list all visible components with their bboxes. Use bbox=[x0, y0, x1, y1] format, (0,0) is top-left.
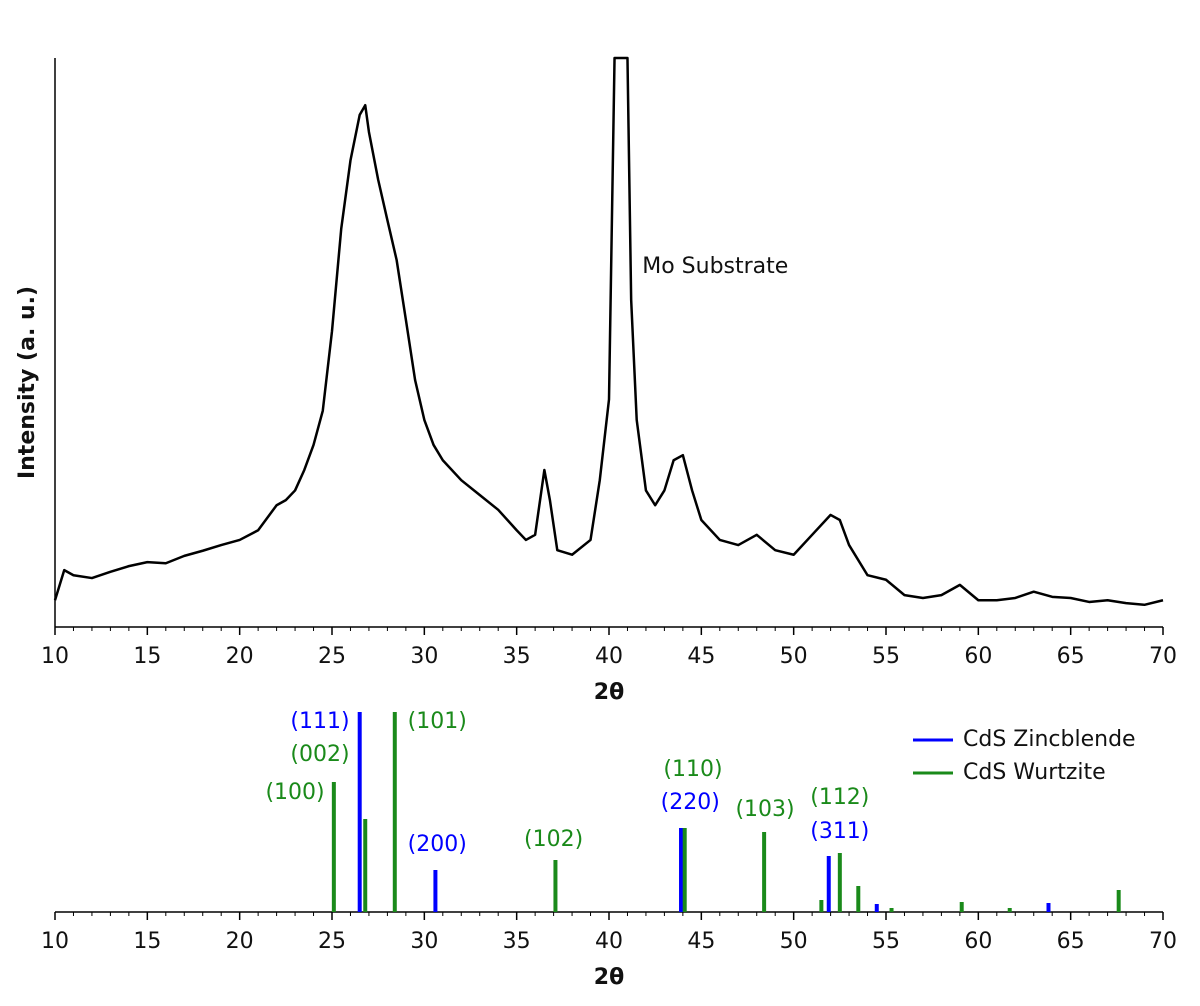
x-tick-label: 35 bbox=[503, 644, 531, 669]
annotation: (111) bbox=[290, 709, 349, 734]
x-tick-label: 25 bbox=[318, 929, 346, 954]
x-tick-label: 15 bbox=[133, 929, 161, 954]
legend-label: CdS Zincblende bbox=[963, 727, 1136, 752]
x-tick-label: 35 bbox=[503, 929, 531, 954]
x-tick-label: 20 bbox=[226, 929, 254, 954]
annotation: (103) bbox=[735, 797, 794, 822]
x-tick-label: 40 bbox=[595, 929, 623, 954]
legend-label: CdS Wurtzite bbox=[963, 760, 1106, 785]
x-tick-label: 60 bbox=[964, 929, 992, 954]
x-axis-label: 2θ bbox=[594, 965, 624, 990]
x-tick-label: 25 bbox=[318, 644, 346, 669]
annotation: (102) bbox=[524, 827, 583, 852]
x-tick-label: 40 bbox=[595, 644, 623, 669]
x-tick-label: 10 bbox=[41, 644, 69, 669]
x-tick-label: 30 bbox=[410, 644, 438, 669]
x-tick-label: 10 bbox=[41, 929, 69, 954]
x-tick-label: 70 bbox=[1149, 644, 1177, 669]
annotation: (110) bbox=[663, 757, 722, 782]
x-tick-label: 15 bbox=[133, 644, 161, 669]
x-tick-label: 60 bbox=[964, 644, 992, 669]
annotation: (220) bbox=[661, 790, 720, 815]
x-tick-label: 45 bbox=[687, 644, 715, 669]
x-tick-label: 55 bbox=[872, 929, 900, 954]
y-axis-label: Intensity (a. u.) bbox=[15, 286, 40, 479]
x-tick-label: 50 bbox=[780, 644, 808, 669]
x-tick-label: 30 bbox=[410, 929, 438, 954]
data-line bbox=[53, 56, 1164, 607]
x-tick-label: 45 bbox=[687, 929, 715, 954]
annotation: (112) bbox=[810, 785, 869, 810]
x-tick-label: 20 bbox=[226, 644, 254, 669]
x-tick-label: 70 bbox=[1149, 929, 1177, 954]
x-axis-label: 2θ bbox=[594, 680, 624, 705]
x-tick-label: 55 bbox=[872, 644, 900, 669]
x-tick-label: 65 bbox=[1057, 929, 1085, 954]
x-tick-label: 65 bbox=[1057, 644, 1085, 669]
annotation: (002) bbox=[290, 742, 349, 767]
annotation: Mo Substrate bbox=[642, 254, 788, 279]
annotation: (200) bbox=[408, 832, 467, 857]
annotation: (100) bbox=[265, 780, 324, 805]
annotation: (311) bbox=[810, 819, 869, 844]
x-tick-label: 50 bbox=[780, 929, 808, 954]
annotation: (101) bbox=[408, 709, 467, 734]
